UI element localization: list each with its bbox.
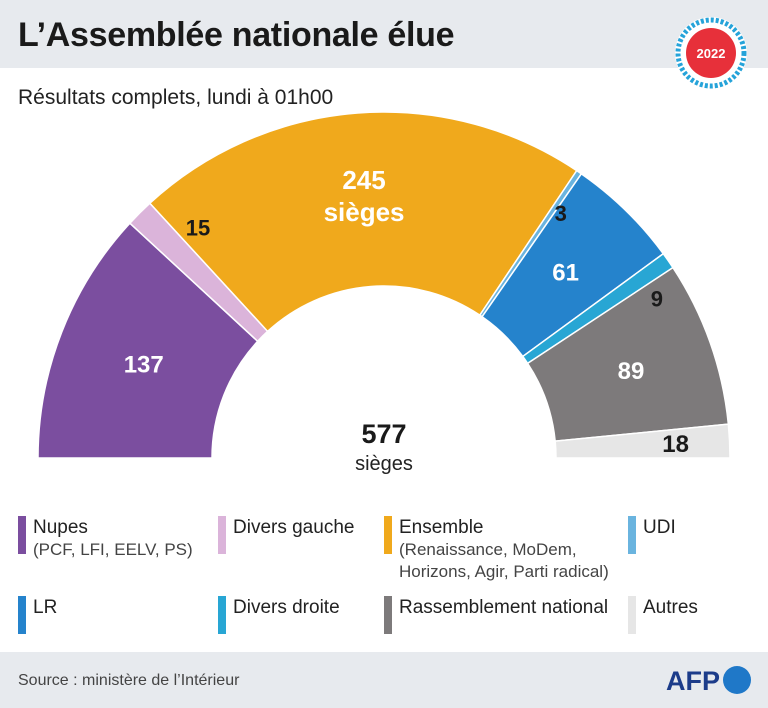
- afp-logo-text: AFP: [666, 666, 720, 696]
- footer-bar: Source : ministère de l’Intérieur AFP: [0, 652, 768, 708]
- seat-label-divers-droite: 9: [651, 286, 663, 311]
- seat-label-ensemble-unit: sièges: [324, 197, 405, 227]
- seat-label-lr: 61: [552, 259, 579, 286]
- badge-core: [686, 28, 736, 78]
- badge-year: 2022: [697, 46, 726, 61]
- seat-arcs: [37, 111, 731, 459]
- badge-ring: [675, 17, 747, 89]
- seat-label-autres: 18: [662, 431, 689, 458]
- seat-arc-ensemble: [148, 111, 578, 333]
- afp-logo-dot: [723, 666, 751, 694]
- seat-label-divers-gauche: 15: [186, 215, 210, 240]
- total-seats: 577: [361, 419, 406, 449]
- source-note: Source : ministère de l’Intérieur: [18, 672, 240, 689]
- chart-subtitle: Résultats complets, lundi à 01h00: [18, 86, 334, 109]
- page-title: L’Assemblée nationale élue: [18, 16, 455, 54]
- seat-label-nupes: 137: [124, 351, 164, 378]
- header-bar: L’Assemblée nationale élue: [0, 0, 768, 68]
- afp-logo: AFP: [666, 666, 751, 696]
- seat-label-udi: 3: [555, 201, 567, 226]
- year-badge: 2022: [675, 17, 747, 89]
- seat-label-ensemble: 245: [342, 165, 385, 195]
- total-seats-unit: sièges: [355, 453, 413, 475]
- seat-arc-nupes: [37, 222, 259, 459]
- seat-arc-autres: [554, 423, 731, 459]
- seat-label-rassemblement-national: 89: [618, 358, 645, 385]
